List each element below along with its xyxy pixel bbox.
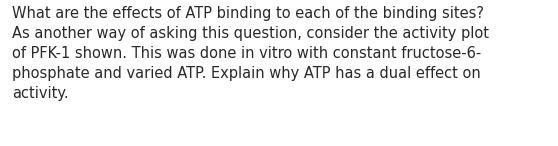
- Text: What are the effects of ATP binding to each of the binding sites?
As another way: What are the effects of ATP binding to e…: [12, 6, 489, 101]
